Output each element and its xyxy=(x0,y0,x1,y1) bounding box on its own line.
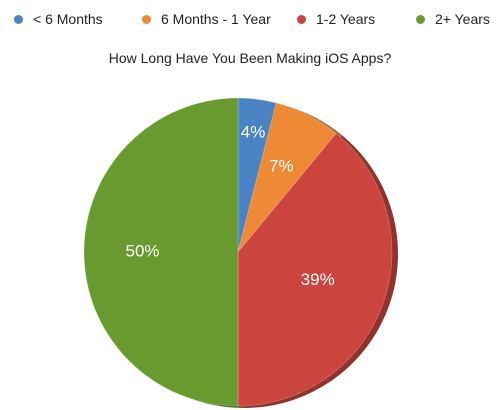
legend-swatch-2-plus-years xyxy=(416,14,425,24)
legend-label-6-months-1-year: 6 Months - 1 Year xyxy=(161,11,271,27)
legend-item-under-6-months: < 6 Months xyxy=(14,8,103,30)
chart-legend: < 6 Months 6 Months - 1 Year 1-2 Years 2… xyxy=(0,8,500,30)
slice-label-2-plus-years: 50% xyxy=(126,241,160,260)
legend-item-6-months-1-year: 6 Months - 1 Year xyxy=(142,8,271,30)
pie-slice-1-2-years xyxy=(237,132,393,407)
legend-swatch-1-2-years xyxy=(297,14,306,24)
legend-item-2-plus-years: 2+ Years xyxy=(416,8,490,30)
slice-label-1-2-years: 39% xyxy=(301,270,335,289)
pie-slice-2-plus-years xyxy=(83,97,239,407)
legend-item-1-2-years: 1-2 Years xyxy=(297,8,375,30)
legend-label-under-6-months: < 6 Months xyxy=(33,11,103,27)
slice-label-6-months-1-year: 7% xyxy=(269,156,294,175)
chart-title: How Long Have You Been Making iOS Apps? xyxy=(108,50,392,66)
legend-swatch-6-months-1-year xyxy=(142,14,151,24)
legend-label-1-2-years: 1-2 Years xyxy=(316,11,376,27)
pie-slice-under-6-months xyxy=(237,97,277,253)
pie-slice-6-months-1-year xyxy=(237,102,337,253)
slice-label-under-6-months: 4% xyxy=(241,122,266,141)
legend-swatch-under-6-months xyxy=(14,14,23,24)
legend-label-2-plus-years: 2+ Years xyxy=(435,11,490,27)
